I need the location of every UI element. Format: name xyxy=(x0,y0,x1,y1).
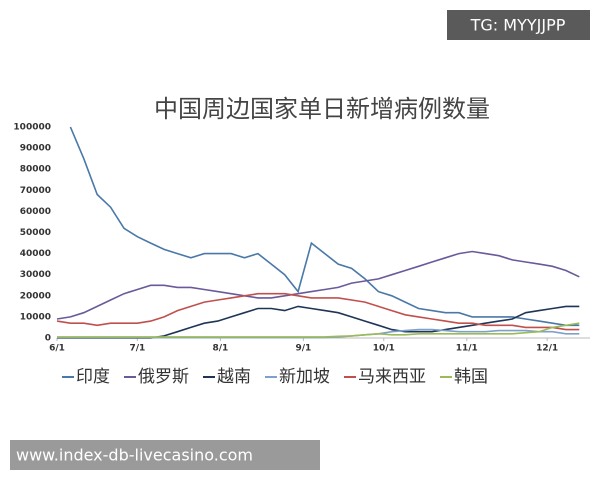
legend-label: 韩国 xyxy=(454,367,488,387)
legend-label: 俄罗斯 xyxy=(138,367,189,387)
banner: www.index-db-livecasino.com xyxy=(16,446,253,465)
x-tick-label: 11/1 xyxy=(456,344,478,354)
y-tick-label: 100000 xyxy=(13,123,51,133)
watermark-box xyxy=(447,10,590,40)
legend-label: 新加坡 xyxy=(279,367,330,387)
series-line xyxy=(56,250,580,320)
x-tick-label: 7/1 xyxy=(129,344,145,354)
x-tick-label: 8/1 xyxy=(212,344,228,354)
legend-label: 越南 xyxy=(217,367,251,387)
series-line xyxy=(57,322,580,338)
watermark: TG: MYYJJPP xyxy=(470,16,566,35)
y-tick-label: 50000 xyxy=(20,228,51,238)
x-tick-label: 10/1 xyxy=(373,344,395,354)
series-line xyxy=(56,292,580,331)
banner-box xyxy=(10,440,320,470)
y-tick-label: 80000 xyxy=(20,165,51,175)
y-tick-label: 40000 xyxy=(20,249,51,259)
legend-label: 印度 xyxy=(76,367,110,387)
chart-title: 中国周边国家单日新增病例数量 xyxy=(154,95,490,123)
y-tick-label: 20000 xyxy=(20,291,51,301)
y-tick-label: 0 xyxy=(45,334,51,344)
y-tick-label: 30000 xyxy=(20,270,51,280)
y-tick-label: 60000 xyxy=(20,207,51,217)
legend-label: 马来西亚 xyxy=(358,367,426,387)
x-tick-label: 12/1 xyxy=(536,344,558,354)
series-line xyxy=(69,126,580,327)
y-tick-label: 70000 xyxy=(20,186,51,196)
y-tick-label: 10000 xyxy=(20,312,51,322)
x-tick-label: 6/1 xyxy=(49,344,65,354)
x-tick-label: 9/1 xyxy=(296,344,312,354)
y-tick-label: 90000 xyxy=(20,144,51,154)
